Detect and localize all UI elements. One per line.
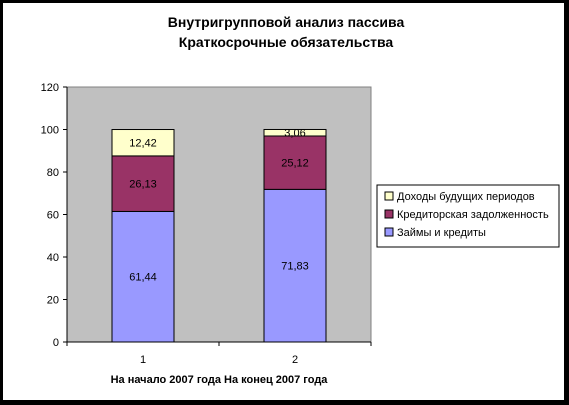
x-tick-label: 2 [292,354,298,366]
y-tick-label: 20 [47,295,59,307]
data-label: 61,44 [129,272,157,284]
stacked-bar-chart: Внутригрупповой анализ пассива Краткосро… [41,14,560,386]
y-tick-label: 120 [41,82,59,94]
bars-group [111,128,327,343]
x-tick-label: 1 [140,354,146,366]
data-label: 71,83 [281,261,309,273]
y-tick-label: 100 [41,125,59,137]
data-label: 25,12 [281,158,309,170]
legend: Доходы будущих периодов Кредиторская задо… [376,184,560,248]
bar-segment [111,129,175,157]
y-tick-label: 80 [47,167,59,179]
y-tick-label: 60 [47,210,59,222]
legend-label: Доходы будущих периодов [397,191,535,203]
bar-segment [263,135,327,190]
chart-frame: Внутригрупповой анализ пассива Краткосро… [2,2,565,401]
data-label: 3,06 [284,128,305,140]
x-axis-title: На начало 2007 года На конец 2007 года [111,374,329,386]
legend-label: Займы и кредиты [397,227,486,239]
legend-label: Кредиторская задолженность [397,209,549,221]
y-tick-label: 40 [47,252,59,264]
data-label: 12,42 [129,138,157,150]
legend-swatch [384,227,394,237]
y-axis: 0 20 40 60 80 100 120 [41,82,68,349]
chart-title: Внутригрупповой анализ пассива Краткосро… [168,14,405,50]
chart-title-line-2: Краткосрочные обязательства [179,34,394,50]
chart-title-line-1: Внутригрупповой анализ пассива [168,14,405,30]
y-tick-label: 0 [53,337,59,349]
data-label: 26,13 [129,179,157,191]
legend-swatch [384,209,394,219]
legend-box [376,184,560,248]
bar-segment [263,128,327,137]
bar-segment [263,188,327,343]
data-labels-group: 61,44 26,13 12,42 71,83 25,12 3,06 [129,128,309,284]
legend-swatch [384,191,394,201]
